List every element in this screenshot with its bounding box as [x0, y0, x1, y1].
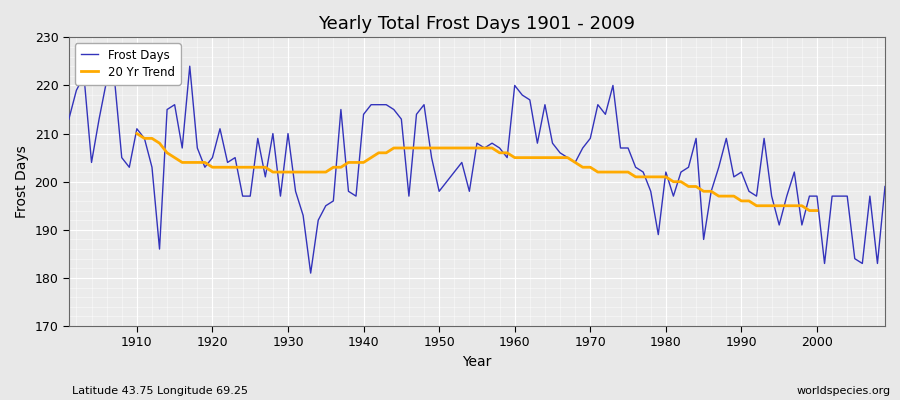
Text: Latitude 43.75 Longitude 69.25: Latitude 43.75 Longitude 69.25 [72, 386, 248, 396]
Frost Days [298, 213, 309, 218]
Line: 20 Yr Trend: 20 Yr Trend [137, 134, 817, 210]
20 Yr Trend [290, 170, 301, 174]
Frost Days [517, 93, 527, 98]
20 Yr Trend [804, 208, 814, 213]
20 Yr Trend [131, 131, 142, 136]
Frost Days [615, 146, 626, 150]
Line: Frost Days: Frost Days [68, 66, 885, 273]
20 Yr Trend [706, 189, 716, 194]
Frost Days [63, 117, 74, 122]
20 Yr Trend [796, 203, 807, 208]
Legend: Frost Days, 20 Yr Trend: Frost Days, 20 Yr Trend [75, 43, 181, 84]
Frost Days [184, 64, 195, 69]
Frost Days [525, 98, 535, 102]
Y-axis label: Frost Days: Frost Days [15, 145, 29, 218]
20 Yr Trend [305, 170, 316, 174]
20 Yr Trend [812, 208, 823, 213]
X-axis label: Year: Year [463, 355, 491, 369]
20 Yr Trend [214, 165, 225, 170]
Frost Days [305, 271, 316, 276]
20 Yr Trend [789, 203, 800, 208]
Frost Days [124, 165, 135, 170]
Title: Yearly Total Frost Days 1901 - 2009: Yearly Total Frost Days 1901 - 2009 [319, 15, 635, 33]
Text: worldspecies.org: worldspecies.org [796, 386, 891, 396]
Frost Days [879, 184, 890, 189]
Frost Days [351, 194, 362, 198]
